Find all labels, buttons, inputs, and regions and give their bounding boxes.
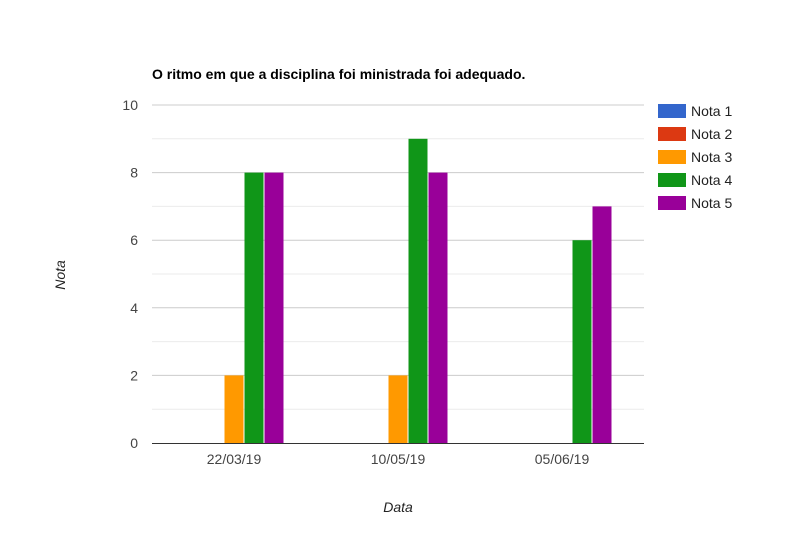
- y-tick-label: 6: [130, 232, 138, 248]
- chart-title: O ritmo em que a disciplina foi ministra…: [152, 66, 525, 82]
- y-tick-label: 2: [130, 367, 138, 383]
- legend-label: Nota 4: [691, 172, 732, 188]
- bar-nota-5-1: [264, 172, 284, 443]
- legend: Nota 1 Nota 2 Nota 3 Nota 4 Nota 5: [658, 103, 732, 211]
- legend-label: Nota 2: [691, 126, 732, 142]
- y-tick-labels: 0 2 4 6 8 10: [122, 97, 138, 451]
- legend-label: Nota 1: [691, 103, 732, 119]
- x-axis-title: Data: [383, 499, 413, 515]
- x-tick-label: 05/06/19: [535, 451, 590, 467]
- gridlines: [152, 104, 644, 410]
- bar-nota-5-3: [592, 206, 612, 443]
- y-axis-title: Nota: [52, 260, 68, 290]
- bar-nota-4-1: [244, 172, 264, 443]
- legend-label: Nota 3: [691, 149, 732, 165]
- bar-nota-3-2: [388, 375, 408, 443]
- bar-nota-4-3: [572, 240, 592, 443]
- bar-nota-3-1: [224, 375, 244, 443]
- legend-swatch: [658, 127, 686, 141]
- y-tick-label: 0: [130, 435, 138, 451]
- legend-label: Nota 5: [691, 195, 732, 211]
- y-tick-label: 4: [130, 300, 138, 316]
- y-tick-label: 10: [122, 97, 138, 113]
- y-tick-label: 8: [130, 165, 138, 181]
- bars: [152, 138, 644, 444]
- legend-swatch: [658, 104, 686, 118]
- x-tick-label: 10/05/19: [371, 451, 426, 467]
- legend-swatch: [658, 150, 686, 164]
- bar-nota-5-2: [428, 172, 448, 443]
- bar-nota-4-2: [408, 138, 428, 444]
- x-tick-labels: 22/03/19 10/05/19 05/06/19: [207, 451, 590, 467]
- x-tick-label: 22/03/19: [207, 451, 262, 467]
- legend-swatch: [658, 196, 686, 210]
- legend-swatch: [658, 173, 686, 187]
